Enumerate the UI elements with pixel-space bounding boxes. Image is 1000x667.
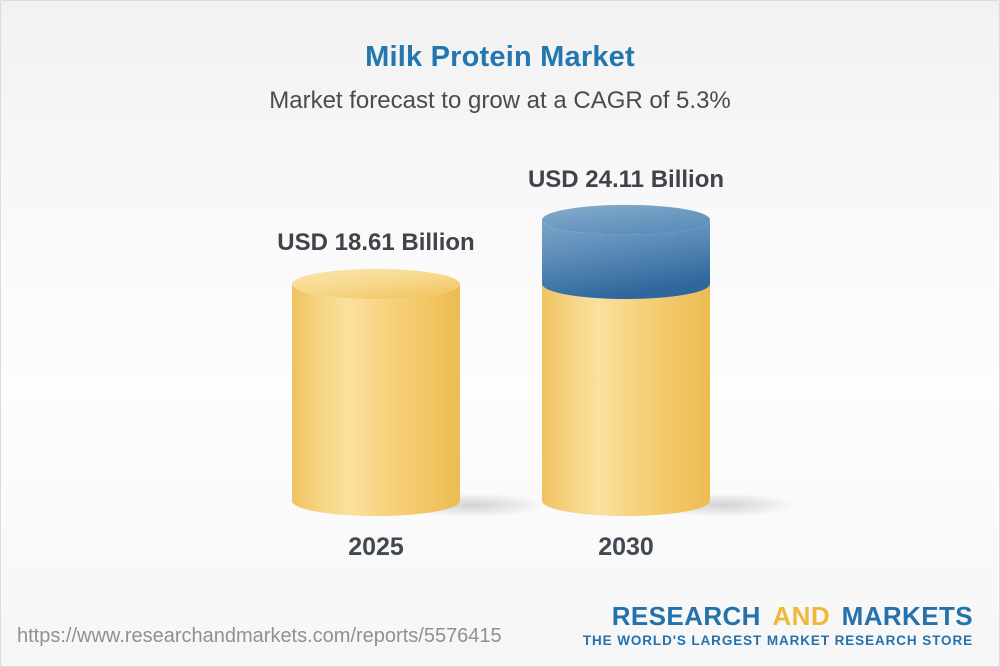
category-label-2030: 2030 bbox=[598, 533, 654, 561]
cylinder-body-base bbox=[292, 284, 460, 516]
logo-tagline: THE WORLD'S LARGEST MARKET RESEARCH STOR… bbox=[582, 633, 973, 648]
cylinder-2030 bbox=[542, 204, 796, 517]
cylinder-body-growth bbox=[542, 219, 710, 300]
category-label-2025: 2025 bbox=[348, 533, 404, 561]
chart-subtitle: Market forecast to grow at a CAGR of 5.3… bbox=[269, 87, 731, 114]
logo-word-and: AND bbox=[772, 601, 831, 631]
cylinder-2025 bbox=[292, 269, 546, 517]
logo-word-markets: MARKETS bbox=[841, 601, 973, 631]
report-url[interactable]: https://www.researchandmarkets.com/repor… bbox=[17, 625, 502, 647]
chart-title: Milk Protein Market bbox=[365, 41, 635, 73]
research-and-markets-logo: RESEARCH AND MARKETS THE WORLD'S LARGEST… bbox=[583, 603, 973, 648]
cylinder-top-base bbox=[292, 269, 460, 300]
value-label-2025: USD 18.61 Billion bbox=[277, 229, 475, 256]
cylinder-body-base bbox=[542, 284, 710, 516]
logo-wordmark: RESEARCH AND MARKETS bbox=[583, 603, 973, 629]
value-label-2030: USD 24.11 Billion bbox=[527, 166, 725, 193]
cylinder-top-growth bbox=[542, 204, 710, 235]
logo-word-research: RESEARCH bbox=[611, 601, 761, 631]
